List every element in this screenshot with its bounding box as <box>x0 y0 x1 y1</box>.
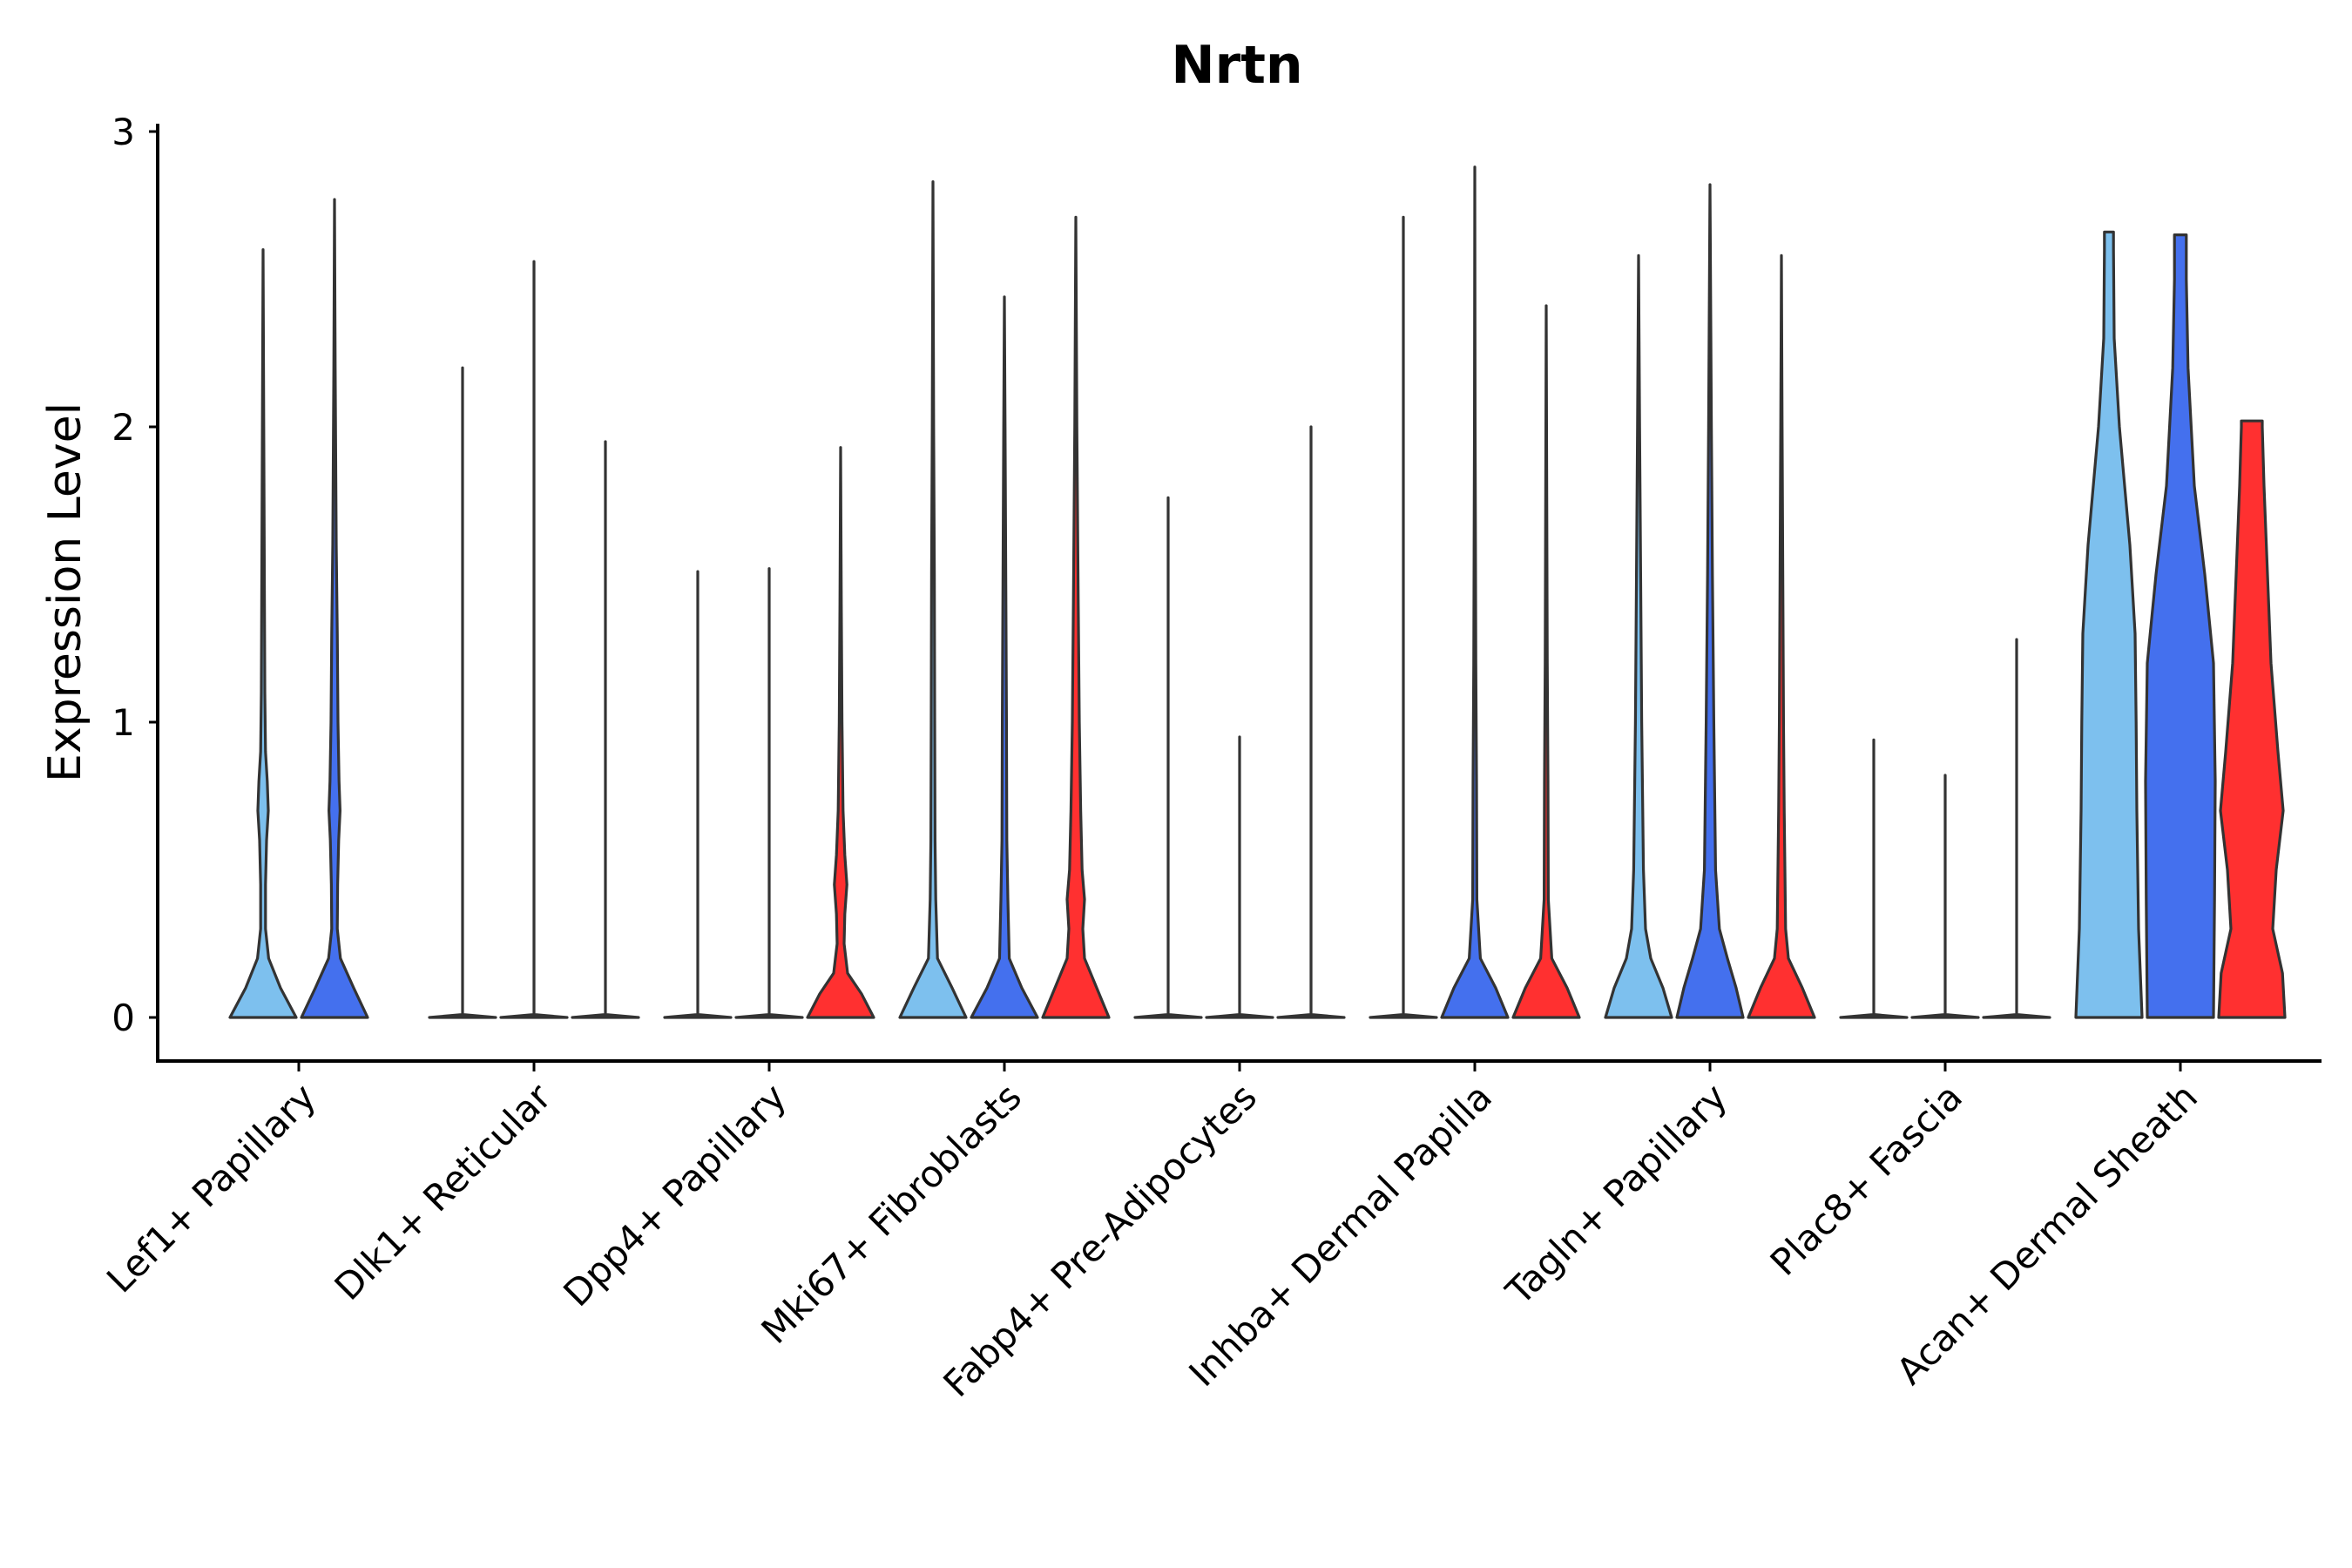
violin-8-2 <box>1910 774 1980 1019</box>
violin-5-2 <box>1205 735 1274 1019</box>
violin-3-3 <box>806 446 875 1019</box>
violin-8-1 <box>1839 738 1909 1019</box>
violin-2-1 <box>428 366 497 1019</box>
y-ticks: 0 1 2 3 <box>112 111 158 1039</box>
violin-3-2 <box>734 567 804 1019</box>
x-tick-label: Tagln+ Papillary <box>1497 1075 1735 1313</box>
violin-4-3 <box>1041 215 1111 1019</box>
violin-6-1 <box>1369 215 1438 1019</box>
violin-7-3 <box>1747 253 1816 1019</box>
violin-7-2 <box>1675 183 1745 1019</box>
y-tick-label: 1 <box>112 701 135 744</box>
violin-2-3 <box>571 440 640 1019</box>
chart-title: Nrtn <box>1171 35 1302 96</box>
violin-1-1 <box>228 248 298 1019</box>
violin-2-2 <box>499 260 569 1019</box>
violin-5-3 <box>1276 425 1346 1019</box>
x-tick-label: Dpp4+ Papillary <box>555 1075 794 1315</box>
y-tick-label: 2 <box>112 406 135 449</box>
violin-9-1 <box>2074 230 2144 1019</box>
violin-7-1 <box>1604 253 1673 1019</box>
violin-4-1 <box>898 180 968 1019</box>
y-tick-label: 3 <box>112 111 135 153</box>
violin-6-2 <box>1440 166 1510 1019</box>
x-tick-label: Plac8+ Fascia <box>1762 1075 1970 1283</box>
violin-9-3 <box>2217 419 2287 1019</box>
violin-4-2 <box>970 295 1039 1019</box>
violin-1-2 <box>300 198 369 1019</box>
y-tick-label: 0 <box>112 997 135 1039</box>
x-tick-label: Mki67+ Fibroblasts <box>754 1075 1030 1351</box>
violin-5-1 <box>1133 496 1203 1019</box>
x-tick-label: Dlk1+ Reticular <box>327 1075 560 1308</box>
violin-6-3 <box>1511 304 1581 1019</box>
violin-8-3 <box>1982 638 2051 1019</box>
violin-9-2 <box>2144 233 2217 1019</box>
violins <box>228 166 2287 1019</box>
violin-3-1 <box>663 570 733 1019</box>
x-tick-label: Lef1+ Papillary <box>98 1075 324 1301</box>
y-axis-title: Expression Level <box>39 402 91 782</box>
